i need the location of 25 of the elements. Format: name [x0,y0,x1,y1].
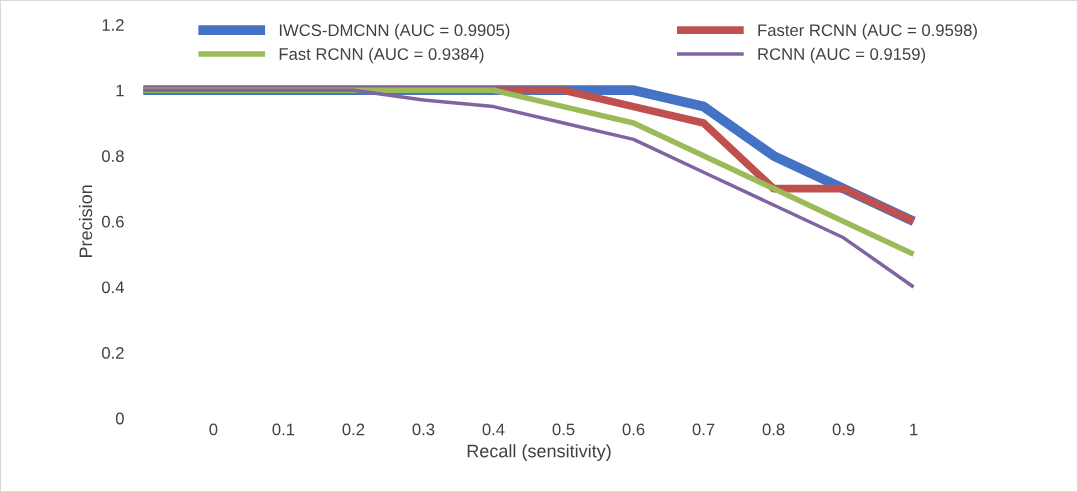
y-tick-label: 0.6 [101,215,124,228]
legend-label: Faster RCNN (AUC = 0.9598) [758,23,977,40]
x-tick-label: 0.1 [272,423,295,436]
legend-label: IWCS-DMCNN (AUC = 0.9905) [279,23,510,40]
x-tick-label: 0.9 [832,423,855,436]
x-tick-label: 0.2 [342,423,365,436]
x-tick-label: 0.5 [552,423,575,436]
x-tick-label: 0.8 [762,423,785,436]
x-tick-label: 1 [910,423,918,436]
y-tick-label: 0 [115,412,124,425]
x-axis-title: Recall (sensitivity) [467,444,611,461]
y-tick-label: 0.8 [101,150,124,162]
y-tick-label: 0.4 [101,281,125,294]
x-tick-label: 0.4 [482,423,505,436]
x-tick-label: 0.7 [692,423,715,436]
line-series [141,88,916,289]
legend-label: RCNN (AUC = 0.9159) [758,47,926,64]
y-tick-label: 0.2 [101,347,124,359]
x-tick-label: 0 [209,423,218,436]
x-tick-label: 0.3 [412,423,435,436]
legend-label: Fast RCNN (AUC = 0.9384) [279,47,484,64]
y-tick-label: 1.2 [102,19,124,31]
y-tick-label: 1 [116,84,124,97]
y-axis-title: Precision [78,185,93,258]
x-tick-label: 0.6 [622,423,645,436]
